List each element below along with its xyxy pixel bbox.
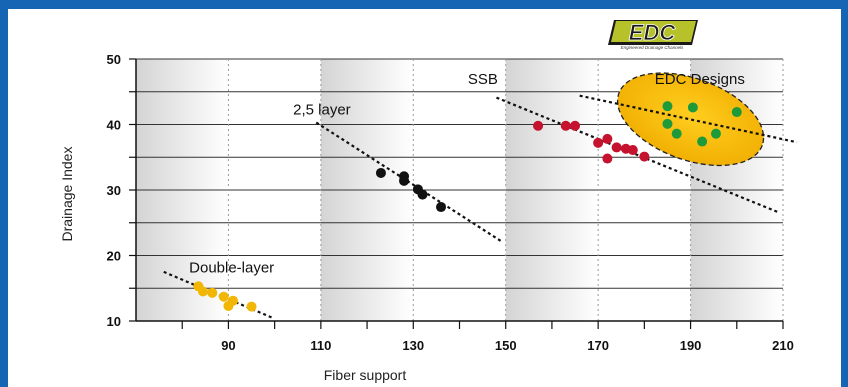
horizontal-gridlines — [136, 58, 783, 289]
series-annotation: Double-layer — [189, 260, 274, 277]
y-tick-label: 40 — [107, 118, 121, 133]
x-tick-label: 110 — [310, 338, 331, 353]
data-point — [560, 120, 571, 131]
data-point — [662, 118, 673, 129]
series-annotation: SSB — [468, 71, 498, 88]
series-annotation: EDC Designs — [655, 71, 745, 88]
data-point — [731, 107, 742, 118]
data-point — [602, 153, 613, 164]
scatter-chart: 90 110 130 150 170 190 210 10 20 30 40 50 Double-la… — [59, 20, 798, 383]
logo-tagline: Engineered Drainage Channels — [621, 45, 685, 50]
data-point — [602, 133, 613, 144]
data-point — [246, 301, 257, 312]
data-point — [218, 291, 229, 302]
data-point — [662, 101, 673, 112]
chart-frame: 90 110 130 150 170 190 210 10 20 30 40 50 Double-la… — [8, 9, 841, 387]
data-point — [228, 295, 239, 306]
data-point — [417, 189, 428, 200]
data-point — [399, 175, 410, 186]
data-point — [639, 151, 650, 162]
y-axis-label: Drainage Index — [59, 147, 75, 242]
data-point — [710, 128, 721, 139]
data-point — [593, 137, 604, 148]
series-annotations: Double-layer 2,5 layer SSB EDC Designs — [189, 71, 745, 277]
data-point — [687, 102, 698, 113]
tick-labels: 90 110 130 150 170 190 210 10 20 30 40 50 — [107, 52, 794, 353]
data-point — [198, 286, 209, 297]
series-annotation: 2,5 layer — [293, 102, 351, 119]
y-tick-label: 20 — [107, 249, 121, 264]
data-point — [207, 287, 218, 298]
axes — [129, 58, 784, 329]
trend-line — [579, 94, 798, 144]
data-point — [627, 145, 638, 156]
data-point — [436, 202, 447, 213]
logo-badge — [611, 21, 696, 42]
x-tick-label: 130 — [402, 338, 424, 353]
x-axis-label: Fiber support — [324, 367, 407, 383]
trend-line — [496, 96, 779, 214]
x-tick-label: 90 — [221, 338, 235, 353]
data-point — [375, 167, 386, 178]
data-point — [533, 120, 544, 131]
y-tick-label: 30 — [107, 183, 121, 198]
x-tick-label: 190 — [680, 338, 702, 353]
data-point — [611, 142, 622, 153]
y-tick-label: 50 — [107, 52, 121, 67]
y-tick-label: 10 — [107, 314, 121, 329]
data-point — [697, 136, 708, 147]
data-points — [193, 101, 742, 312]
logo-wordmark: EDC — [629, 20, 677, 45]
x-tick-label: 150 — [495, 338, 517, 353]
x-tick-label: 210 — [772, 338, 794, 353]
edc-logo: EDC Engineered Drainage Channels — [608, 20, 698, 50]
data-point — [570, 120, 581, 131]
x-tick-label: 170 — [587, 338, 609, 353]
data-point — [671, 128, 682, 139]
